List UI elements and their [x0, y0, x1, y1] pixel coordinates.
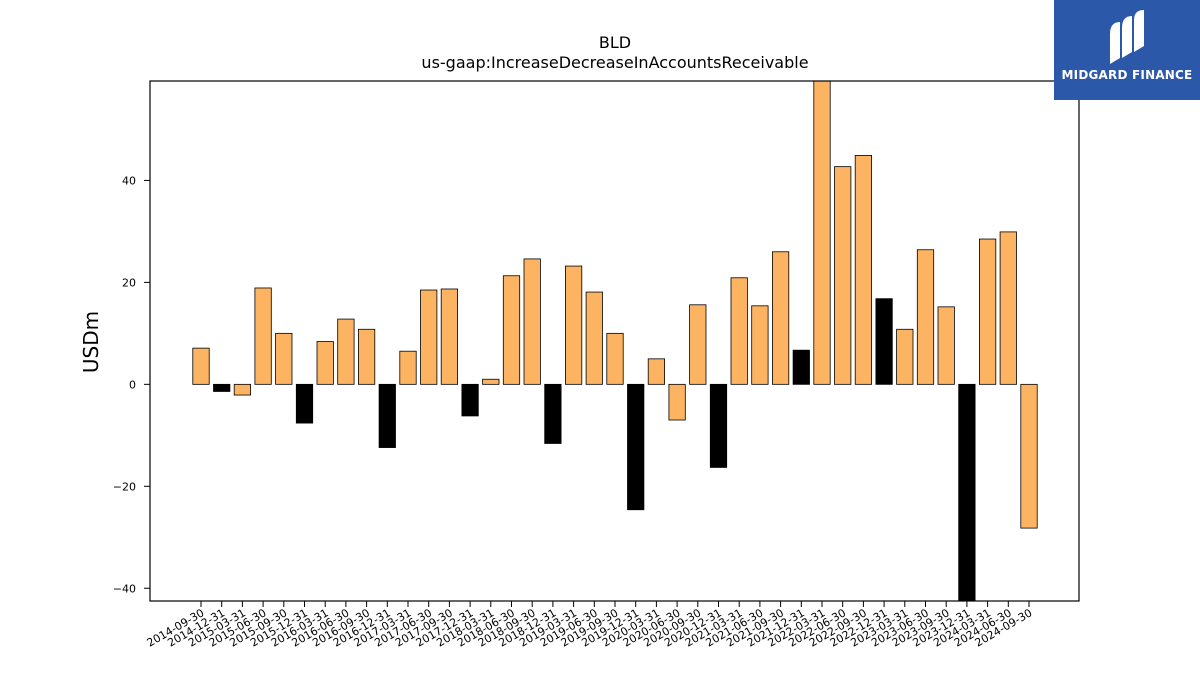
bar-2019-03-31	[565, 265, 583, 385]
plot-frame	[149, 80, 1080, 602]
bar-2016-06-30	[337, 318, 355, 385]
bar-2020-03-31	[647, 358, 666, 385]
bar-2021-03-31	[730, 277, 748, 385]
bar-2018-12-31	[544, 383, 562, 444]
bar-2018-06-30	[502, 275, 521, 385]
midgard-finance-logo: MIDGARD FINANCE	[1054, 0, 1200, 100]
bar-2017-09-30	[440, 288, 459, 385]
bar-2023-09-30	[937, 306, 955, 385]
midgard-logo-icon	[1110, 10, 1144, 64]
bar-2014-12-31	[213, 383, 231, 392]
bars-group	[192, 80, 1038, 602]
bar-2020-06-30	[668, 383, 686, 421]
bar-2021-09-30	[772, 251, 790, 385]
bar-2015-03-31	[233, 383, 251, 396]
y-tick-label: −20	[113, 480, 136, 493]
bar-2022-12-31	[875, 298, 893, 385]
bar-2022-09-30	[854, 155, 873, 385]
bar-2023-12-31	[958, 383, 976, 602]
bar-2015-06-30	[254, 287, 272, 385]
logo-text: MIDGARD FINANCE	[1061, 68, 1193, 82]
bar-2015-09-30	[275, 332, 293, 385]
y-ticks-group: −40 −20 0 20 40	[113, 174, 150, 595]
bar-2024-03-31	[979, 238, 997, 385]
bar-2017-06-30	[420, 289, 438, 385]
bar-2020-12-31	[709, 383, 728, 468]
bar-2024-06-30	[999, 231, 1017, 385]
y-axis-label: USDm	[79, 311, 103, 373]
bar-2016-03-31	[316, 341, 334, 385]
bar-2016-12-31	[378, 383, 396, 448]
bar-2021-12-31	[792, 349, 810, 385]
bar-2020-09-30	[689, 304, 707, 385]
bar-2017-03-31	[399, 350, 417, 385]
bar-2018-03-31	[482, 378, 500, 385]
y-tick-label: 20	[122, 276, 136, 289]
y-tick-label: −40	[113, 582, 136, 595]
bar-2019-09-30	[606, 332, 624, 385]
bar-2017-12-31	[461, 383, 479, 417]
bar-2016-09-30	[357, 328, 376, 385]
bar-2019-12-31	[627, 383, 645, 511]
y-tick-label: 40	[122, 174, 136, 187]
bar-2023-06-30	[916, 249, 935, 385]
bar-2024-09-30	[1020, 383, 1038, 529]
chart-title: BLD	[599, 33, 631, 52]
bar-2023-03-31	[896, 328, 914, 385]
bar-2022-06-30	[834, 166, 852, 385]
chart-subtitle: us-gaap:IncreaseDecreaseInAccountsReceiv…	[421, 53, 808, 72]
bar-2014-09-30	[192, 347, 210, 385]
x-ticks-group: 2014-09-302014-12-312015-03-312015-06-30…	[145, 601, 1035, 650]
bar-2018-09-30	[523, 258, 541, 385]
y-tick-label: 0	[129, 378, 136, 391]
bar-2015-12-31	[295, 383, 314, 424]
bar-2022-03-31	[813, 80, 831, 385]
bar-2021-06-30	[751, 305, 769, 385]
bar-2019-06-30	[585, 291, 603, 385]
